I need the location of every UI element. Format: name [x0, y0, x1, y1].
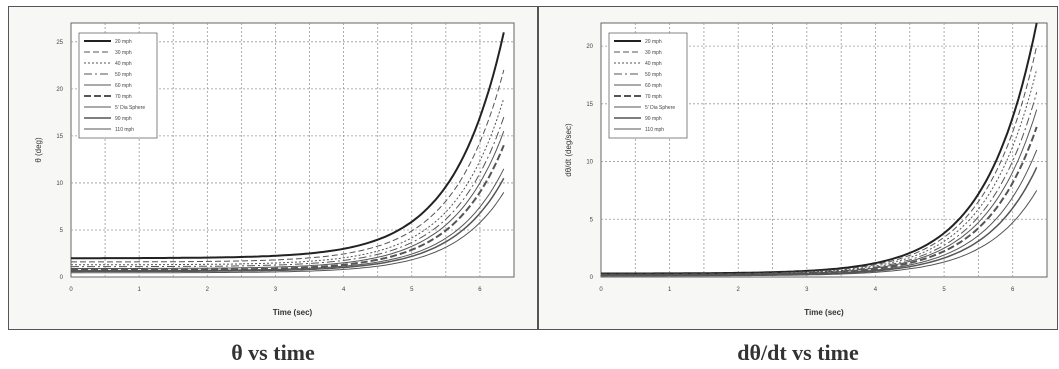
legend-label: 50 mph [645, 72, 662, 78]
legend-label: 90 mph [645, 116, 662, 122]
legend-label: 70 mph [645, 94, 662, 100]
x-tick-label: 4 [342, 287, 346, 293]
legend-label: 110 mph [645, 127, 664, 133]
legend-label: 30 mph [645, 50, 662, 56]
y-tick-label: 20 [56, 87, 63, 93]
x-tick-label: 1 [137, 287, 141, 293]
x-tick-label: 3 [274, 287, 278, 293]
legend-label: 20 mph [115, 39, 132, 45]
legend-label: 5' Dia Sphere [115, 105, 145, 111]
legend-label: 40 mph [115, 61, 132, 67]
series-line [71, 177, 505, 273]
x-tick-label: 5 [942, 287, 946, 293]
series-line [71, 192, 505, 274]
x-tick-label: 0 [69, 287, 73, 293]
series-line [71, 32, 505, 260]
y-tick-label: 5 [60, 228, 64, 234]
x-tick-label: 5 [410, 287, 414, 293]
legend-label: 60 mph [645, 83, 662, 89]
y-tick-label: 0 [60, 275, 64, 281]
legend-label: 110 mph [115, 127, 134, 133]
x-tick-label: 2 [737, 287, 741, 293]
legend-label: 60 mph [115, 83, 132, 89]
legend-label: 90 mph [115, 116, 132, 122]
y-tick-label: 10 [56, 181, 63, 187]
series-line [71, 168, 505, 271]
theta-chart-panel: 0 1 2 3 4 5 6 0 5 10 15 20 25 Time (sec) θ (deg) 20 mph… [8, 6, 538, 330]
y-axis-label: θ (deg) [34, 137, 43, 163]
series-line [71, 131, 505, 269]
y-tick-label: 0 [590, 275, 594, 281]
dtheta-caption: dθ/dt vs time [737, 340, 859, 365]
y-tick-label: 10 [586, 160, 593, 166]
x-axis-label: Time (sec) [804, 308, 844, 317]
x-tick-label: 2 [206, 287, 210, 293]
series-line [71, 98, 505, 266]
legend-label: 40 mph [645, 61, 662, 67]
y-tick-label: 5 [590, 217, 594, 223]
series-line [71, 69, 505, 263]
y-tick-label: 15 [586, 102, 593, 108]
theta-caption: θ vs time [231, 340, 315, 365]
legend-label: 70 mph [115, 94, 132, 100]
x-tick-label: 6 [478, 287, 482, 293]
x-tick-label: 6 [1011, 287, 1015, 293]
x-axis-label: Time (sec) [273, 308, 313, 317]
y-tick-label: 25 [56, 40, 63, 46]
series-line [601, 190, 1038, 277]
legend-label: 30 mph [115, 50, 132, 56]
x-tick-label: 3 [805, 287, 809, 293]
x-tick-label: 1 [668, 287, 672, 293]
legend-label: 20 mph [645, 39, 662, 45]
y-axis-label: dθ/dt (deg/sec) [564, 123, 573, 177]
legend-label: 50 mph [115, 72, 132, 78]
dtheta-chart: 0 1 2 3 4 5 6 0 5 10 15 20 Time (sec) dθ/dt (deg/sec)… [564, 22, 1048, 317]
y-tick-label: 15 [56, 134, 63, 140]
series-line [601, 23, 1038, 275]
series-line [601, 92, 1038, 276]
y-tick-label: 20 [586, 44, 593, 50]
theta-chart: 0 1 2 3 4 5 6 0 5 10 15 20 25 Time (sec) θ (deg) 20 mph… [34, 22, 515, 317]
dtheta-chart-panel: 0 1 2 3 4 5 6 0 5 10 15 20 Time (sec) dθ/dt (deg/sec)… [538, 6, 1058, 330]
x-tick-label: 4 [874, 287, 878, 293]
x-tick-label: 0 [599, 287, 603, 293]
legend-label: 5' Dia Sphere [645, 105, 675, 111]
